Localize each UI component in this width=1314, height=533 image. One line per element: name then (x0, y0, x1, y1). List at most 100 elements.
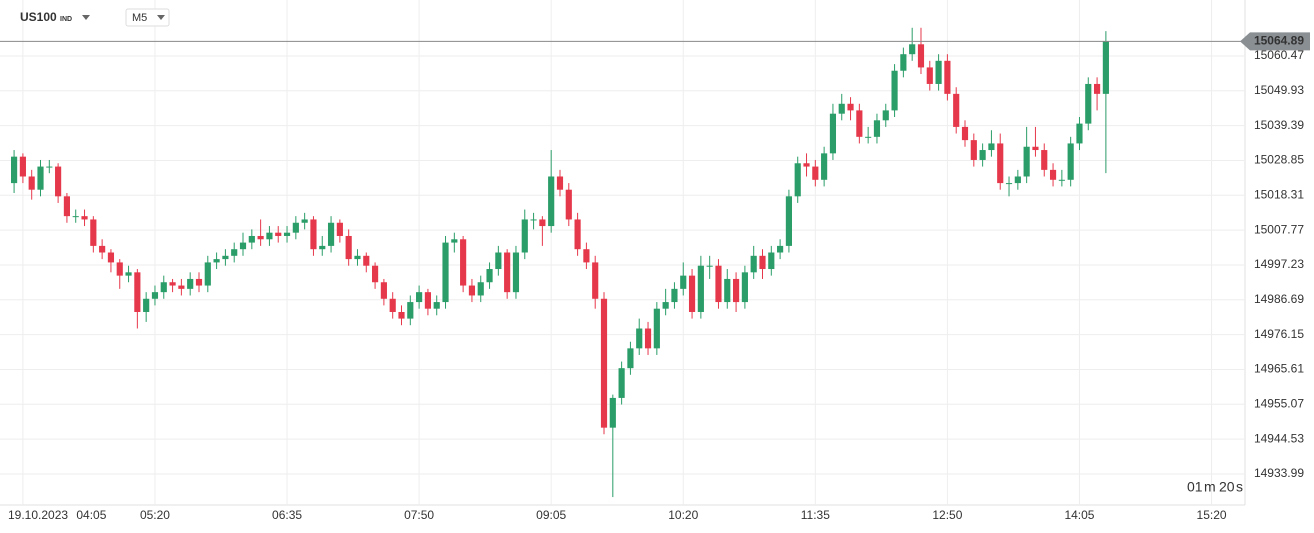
candle-body (997, 143, 1004, 184)
x-tick-label: 11:35 (801, 508, 830, 522)
x-tick-label: 14:05 (1064, 508, 1094, 522)
candle-body (327, 222, 335, 246)
candle-body (266, 232, 273, 240)
symbol-dropdown[interactable] (82, 15, 90, 20)
candle-body (99, 245, 106, 253)
candle-body (988, 143, 995, 151)
candle-body (733, 278, 740, 303)
candle-body (803, 163, 810, 167)
toolbar: US100 IND M5 (20, 8, 170, 27)
timeframe-dropdown[interactable] (157, 15, 165, 20)
y-tick-label: 15060.47 (1254, 48, 1304, 62)
symbol-type: IND (60, 16, 72, 23)
last-price-label: 15064.89 (1254, 34, 1304, 48)
candle-body (926, 67, 933, 84)
countdown-seconds: 20 (1219, 479, 1235, 495)
x-tick-label: 04:05 (76, 508, 106, 522)
candle-body (460, 239, 467, 286)
candle-body (292, 222, 299, 233)
candle-body (865, 136, 872, 138)
candle-body (882, 110, 889, 121)
candle-body (521, 219, 528, 253)
candle-body (451, 239, 458, 243)
candle-body (107, 252, 115, 263)
candle-body (917, 44, 925, 68)
candle-body (504, 252, 511, 293)
candle-body (662, 302, 669, 309)
candle-body (1032, 146, 1039, 151)
candle-body (345, 235, 352, 260)
candle-body (1102, 41, 1109, 94)
candle-body (970, 140, 977, 160)
candle-body (372, 265, 379, 283)
candle-body (1049, 169, 1057, 180)
timeframe-box[interactable] (125, 8, 170, 27)
candle-body (785, 196, 792, 246)
candle-body (979, 150, 986, 160)
candle-body (442, 242, 449, 303)
symbol[interactable]: US100 (20, 10, 57, 24)
candle-body (715, 265, 722, 303)
candle-body (424, 292, 431, 309)
candle-body (310, 219, 317, 250)
candle-body (600, 298, 608, 428)
candle-body (953, 93, 960, 127)
candle-body (143, 298, 150, 312)
candle-body (530, 219, 537, 221)
x-tick-label: 09:05 (536, 508, 566, 522)
candle-body (407, 302, 414, 319)
candle-body (961, 126, 969, 141)
candle-body (1058, 179, 1065, 181)
candle-body (812, 166, 819, 180)
candle-body (548, 176, 555, 227)
candle-body (724, 278, 731, 303)
candle-body (389, 298, 396, 312)
candle-body (160, 282, 167, 293)
last-price-tag (1240, 32, 1310, 51)
candle-body (275, 232, 282, 236)
candle-body (116, 262, 123, 276)
candle-body (636, 328, 643, 349)
candle-body (11, 156, 18, 184)
candle-body (231, 249, 238, 256)
candle-body (935, 60, 942, 84)
candle-body (28, 176, 35, 190)
candle-body (697, 265, 704, 312)
candle-body (416, 292, 423, 303)
x-tick-label: 06:35 (272, 508, 302, 522)
candle-body (688, 275, 696, 312)
y-tick-label: 14933.99 (1254, 466, 1304, 480)
candle-body (768, 252, 775, 270)
candle-body (380, 282, 387, 299)
candle-body (900, 54, 907, 71)
candle-body (512, 252, 520, 293)
x-tick-label: 15:20 (1197, 508, 1227, 522)
y-tick-label: 15039.39 (1254, 118, 1304, 132)
candle-body (1041, 150, 1048, 170)
candle-body (609, 397, 616, 428)
candle-body (794, 163, 801, 197)
candle-body (319, 245, 326, 250)
candle-body (46, 166, 53, 168)
candle-body (838, 103, 845, 114)
candle-body (151, 292, 159, 299)
candle-body (134, 272, 141, 312)
candle-body (354, 255, 361, 260)
candles (11, 27, 1109, 498)
countdown-minutes: 01 (1187, 479, 1203, 495)
candle-body (477, 282, 484, 296)
candle-body (777, 245, 784, 253)
y-tick-label: 15007.77 (1254, 222, 1304, 236)
candle-body (1023, 146, 1030, 177)
x-tick-label: 05:20 (140, 508, 170, 522)
candle-body (680, 275, 687, 289)
candle-body (618, 368, 625, 398)
candle-body (72, 216, 79, 218)
y-tick-label: 14986.69 (1254, 292, 1304, 306)
candle-body (468, 285, 476, 296)
candle-body (195, 278, 203, 286)
candle-body (627, 348, 634, 369)
candle-body (125, 272, 132, 276)
x-tick-label: 07:50 (404, 508, 434, 522)
